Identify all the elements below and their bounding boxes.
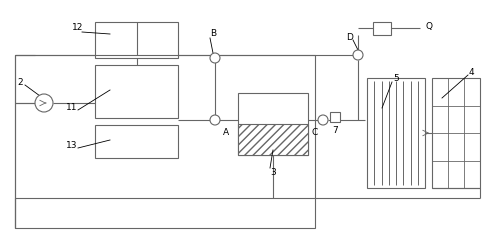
Bar <box>432 78 480 188</box>
Circle shape <box>210 53 220 63</box>
Bar <box>238 124 308 155</box>
Text: 3: 3 <box>270 167 276 177</box>
Text: B: B <box>210 29 216 39</box>
Bar <box>330 112 340 122</box>
Circle shape <box>353 50 363 60</box>
Circle shape <box>210 115 220 125</box>
Text: Q: Q <box>425 22 432 32</box>
Bar <box>95 65 178 118</box>
Bar <box>238 93 308 155</box>
Text: 4: 4 <box>468 67 474 77</box>
Text: D: D <box>347 33 354 41</box>
Text: C: C <box>312 127 318 137</box>
Text: 13: 13 <box>66 141 78 149</box>
Circle shape <box>318 115 328 125</box>
Bar <box>367 78 425 188</box>
Bar <box>95 22 178 58</box>
Text: 2: 2 <box>17 78 23 86</box>
Text: A: A <box>223 127 229 137</box>
Bar <box>95 125 178 158</box>
Circle shape <box>35 94 53 112</box>
Bar <box>373 22 391 35</box>
Text: 12: 12 <box>72 23 84 33</box>
Text: 7: 7 <box>332 125 338 135</box>
Bar <box>15 55 315 228</box>
Text: 5: 5 <box>393 74 399 82</box>
Text: 11: 11 <box>66 103 78 111</box>
